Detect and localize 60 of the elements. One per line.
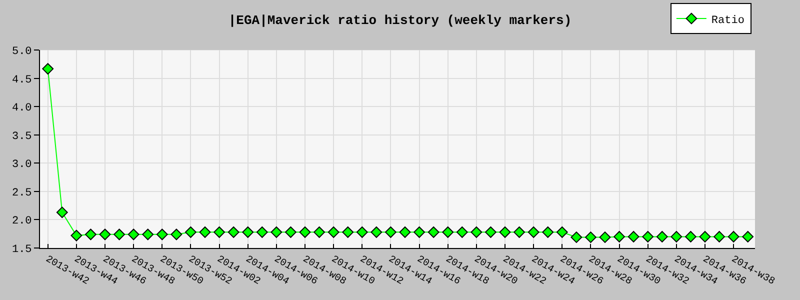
point: [714, 230, 725, 242]
point: [399, 226, 411, 238]
point: [128, 228, 140, 240]
point: [485, 226, 496, 238]
y-tick-label: 3.0: [12, 159, 32, 172]
point: [685, 230, 696, 242]
point: [242, 226, 254, 238]
y-tick-label: 4.0: [12, 102, 32, 115]
point: [214, 226, 225, 238]
point: [328, 226, 340, 238]
point: [70, 230, 82, 242]
point: [42, 63, 54, 74]
y-tick-label: 2.0: [12, 216, 32, 228]
point: [642, 230, 654, 242]
point: [656, 230, 668, 242]
point: [528, 226, 540, 238]
point: [156, 228, 168, 240]
point: [356, 226, 368, 238]
point: [199, 226, 211, 238]
point: [628, 230, 640, 242]
point: [228, 226, 240, 238]
chart-title: |EGA|Maverick ratio history (weekly markers): [228, 13, 572, 28]
point: [456, 226, 468, 238]
point: [614, 230, 625, 242]
legend-label: Ratio: [711, 14, 744, 27]
point: [414, 226, 425, 238]
y-tick-label: 2.5: [12, 187, 32, 200]
point: [114, 228, 125, 240]
point: [370, 226, 382, 238]
point: [314, 226, 325, 238]
y-tick-label: 5.0: [12, 46, 32, 58]
point: [542, 226, 554, 238]
point: [185, 226, 196, 238]
point: [442, 226, 454, 238]
y-tick-label: 1.5: [12, 244, 32, 256]
point: [299, 226, 311, 238]
point: [342, 226, 354, 238]
point: [728, 230, 740, 242]
point: [670, 230, 682, 242]
point: [585, 232, 596, 243]
y-tick-label: 4.5: [12, 74, 32, 86]
point: [142, 228, 154, 240]
point: [256, 226, 268, 238]
point: [385, 226, 396, 238]
point: [499, 226, 511, 238]
point: [270, 226, 282, 238]
point: [170, 228, 182, 240]
y-tick-label: 3.5: [12, 130, 32, 143]
point: [470, 226, 482, 238]
point: [85, 228, 96, 240]
point: [514, 226, 525, 238]
point: [699, 230, 711, 242]
point: [99, 228, 111, 240]
point: [556, 226, 568, 238]
point: [428, 226, 440, 238]
point: [56, 206, 68, 218]
point: [570, 232, 582, 243]
point: [742, 230, 754, 242]
point: [599, 232, 611, 243]
point: [285, 226, 296, 238]
